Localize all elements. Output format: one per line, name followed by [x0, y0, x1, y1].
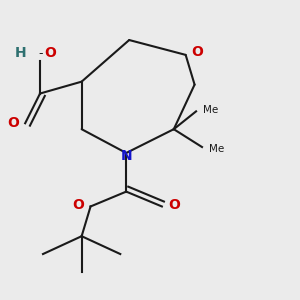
Text: Me: Me — [209, 143, 225, 154]
Text: -: - — [39, 47, 43, 60]
Text: Me: Me — [203, 105, 219, 115]
Text: N: N — [120, 149, 132, 163]
Text: O: O — [192, 45, 203, 59]
Text: O: O — [168, 198, 180, 212]
Text: H: H — [15, 46, 26, 60]
Text: O: O — [7, 116, 19, 130]
Text: O: O — [44, 46, 56, 60]
Text: O: O — [73, 198, 85, 212]
